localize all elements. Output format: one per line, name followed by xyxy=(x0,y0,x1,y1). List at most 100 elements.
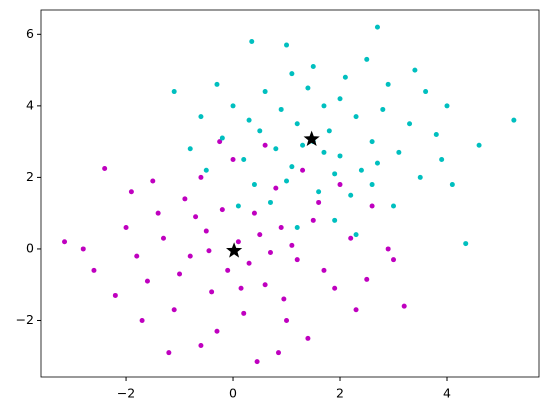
point xyxy=(369,139,375,145)
point xyxy=(238,285,244,291)
point xyxy=(251,210,257,216)
point xyxy=(321,267,327,273)
point xyxy=(337,96,343,102)
centroid-marker xyxy=(303,130,320,147)
point xyxy=(249,38,255,44)
point xyxy=(257,232,263,238)
point xyxy=(463,241,469,247)
point xyxy=(364,276,370,282)
point xyxy=(396,149,402,155)
x-tick-label: 2 xyxy=(336,386,344,401)
point xyxy=(230,103,236,109)
point xyxy=(310,64,316,70)
point xyxy=(401,303,407,309)
point xyxy=(123,224,129,230)
point xyxy=(358,167,364,173)
point xyxy=(214,328,220,334)
point xyxy=(241,157,247,163)
point xyxy=(374,24,380,30)
point xyxy=(62,239,68,245)
point xyxy=(294,121,300,127)
point xyxy=(203,228,209,234)
point xyxy=(262,89,268,95)
point xyxy=(214,81,220,87)
point xyxy=(305,335,311,341)
point xyxy=(230,157,236,163)
point xyxy=(332,285,338,291)
point xyxy=(217,139,223,145)
point xyxy=(391,203,397,209)
point xyxy=(134,253,140,259)
point xyxy=(187,146,193,152)
point xyxy=(246,117,252,123)
point xyxy=(284,178,290,184)
point xyxy=(284,317,290,323)
point xyxy=(353,307,359,313)
point xyxy=(193,214,199,220)
point xyxy=(284,42,290,48)
point xyxy=(385,246,391,252)
point xyxy=(417,174,423,180)
point xyxy=(160,235,166,241)
point xyxy=(251,182,257,188)
point xyxy=(91,267,97,273)
point xyxy=(321,103,327,109)
point xyxy=(316,189,322,195)
point xyxy=(348,192,354,198)
point xyxy=(294,224,300,230)
point xyxy=(198,114,204,120)
point xyxy=(235,239,241,245)
point xyxy=(433,131,439,137)
y-tick-label: −2 xyxy=(16,312,34,327)
point xyxy=(332,171,338,177)
point xyxy=(439,157,445,163)
point xyxy=(209,289,215,295)
point xyxy=(374,160,380,166)
point xyxy=(337,153,343,159)
centroid-marker xyxy=(226,242,243,258)
point xyxy=(241,310,247,316)
point xyxy=(206,248,212,254)
point xyxy=(262,282,268,288)
x-tick-label: −2 xyxy=(117,386,135,401)
point xyxy=(353,232,359,238)
point xyxy=(275,350,281,356)
point xyxy=(128,189,134,195)
point xyxy=(155,210,161,216)
point xyxy=(139,317,145,323)
point xyxy=(225,267,231,273)
point xyxy=(102,165,108,171)
point xyxy=(332,217,338,223)
point xyxy=(254,359,260,365)
x-tick-label: 4 xyxy=(443,386,451,401)
point xyxy=(281,296,287,302)
point xyxy=(267,199,273,205)
point xyxy=(177,271,183,277)
point xyxy=(235,203,241,209)
axes-frame xyxy=(40,9,540,378)
point xyxy=(310,217,316,223)
point xyxy=(300,167,306,173)
point xyxy=(262,142,268,148)
point xyxy=(337,182,343,188)
point xyxy=(289,71,295,77)
point xyxy=(203,167,209,173)
point xyxy=(380,106,386,112)
y-tick-label: 4 xyxy=(26,97,34,112)
point xyxy=(364,56,370,62)
point xyxy=(144,278,150,284)
point xyxy=(278,224,284,230)
point xyxy=(449,182,455,188)
point xyxy=(198,343,204,349)
point xyxy=(476,142,482,148)
point xyxy=(353,114,359,120)
point xyxy=(289,164,295,170)
point xyxy=(112,292,118,298)
point xyxy=(348,235,354,241)
point xyxy=(342,74,348,80)
point xyxy=(198,174,204,180)
point xyxy=(187,253,193,259)
point xyxy=(511,117,517,123)
point xyxy=(150,178,156,184)
